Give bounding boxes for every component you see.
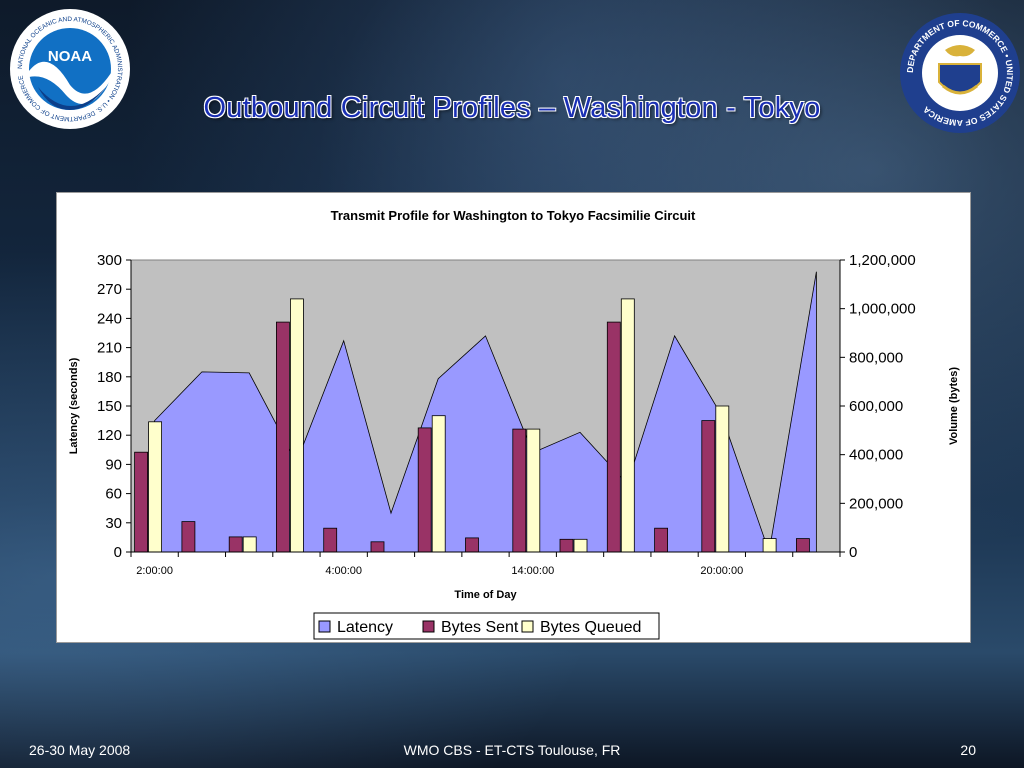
bar-layer (134, 298, 810, 553)
y-tick-label: 240 (97, 310, 122, 327)
bar-bytes-sent-10 (606, 321, 621, 553)
y-tick-label: 300 (97, 252, 122, 269)
y2-tick-label: 200,000 (849, 495, 903, 512)
axis-layer: 0 30 60 90 120 150 180 210 240 270 300 0 200,000 400,… (97, 252, 916, 577)
legend-box (313, 612, 660, 640)
x-tick-label: 4:00:00 (325, 565, 362, 577)
x-tick-label: 14:00:00 (511, 565, 554, 577)
bar-bytes-sent-6 (417, 427, 432, 553)
bar-bytes-queued-13 (762, 538, 777, 553)
bar-bytes-sent-0 (134, 451, 148, 553)
footer-date: 26-30 May 2008 (29, 742, 131, 758)
bar-bytes-sent-7 (465, 537, 479, 553)
bar-bytes-sent-4 (323, 527, 338, 553)
y-tick-label: 30 (105, 515, 122, 532)
noaa-logo-wordmark: NOAA (48, 48, 92, 65)
bar-bytes-queued-9 (573, 538, 588, 553)
bar-bytes-sent-9 (559, 538, 574, 553)
y2-tick-label: 600,000 (849, 398, 903, 415)
legend-swatch-bytes-sent (422, 620, 435, 633)
footer-page-number: 20 (960, 742, 976, 758)
legend-label-bytes-queued: Bytes Queued (540, 619, 641, 636)
latency-area (154, 271, 817, 553)
y2-tick-label: 1,200,000 (849, 252, 916, 269)
slide-title: Outbound Circuit Profiles – Washington -… (203, 92, 821, 124)
bar-bytes-queued-10 (620, 298, 635, 553)
y2-tick-label: 0 (849, 544, 857, 561)
y2-tick-label: 800,000 (849, 349, 903, 366)
commerce-seal-logo: DEPARTMENT OF COMMERCE • UNITED STATES O… (899, 12, 1021, 134)
chart-svg: Transmit Profile for Washington to Tokyo… (68, 208, 960, 640)
x-axis-label: Time of Day (454, 589, 517, 601)
y-tick-label: 180 (97, 369, 122, 386)
noaa-logo: NOAA NATIONAL OCEANIC AND ATMOSPHERIC AD… (8, 7, 132, 131)
bar-bytes-queued-3 (289, 298, 304, 553)
bar-bytes-sent-3 (275, 321, 290, 553)
y-tick-label: 150 (97, 398, 122, 415)
bar-bytes-queued-12 (715, 405, 730, 553)
bar-bytes-queued-2 (242, 536, 257, 553)
bar-bytes-sent-5 (370, 541, 385, 553)
x-tick-label: 2:00:00 (136, 565, 173, 577)
legend-label-latency: Latency (337, 619, 393, 636)
bar-bytes-queued-8 (526, 428, 541, 553)
y-axis-label: Latency (seconds) (68, 357, 80, 454)
bar-bytes-sent-2 (228, 536, 243, 553)
y-tick-label: 90 (105, 456, 122, 473)
bar-bytes-sent-11 (654, 527, 668, 553)
bar-bytes-sent-14 (796, 538, 810, 553)
y-tick-label: 270 (97, 281, 122, 298)
bar-bytes-queued-0 (148, 421, 162, 553)
y2-tick-label: 1,000,000 (849, 301, 916, 318)
bar-bytes-sent-12 (701, 420, 716, 553)
y-tick-label: 210 (97, 340, 122, 357)
chart-panel: Transmit Profile for Washington to Tokyo… (56, 192, 971, 643)
commerce-seal-icon: DEPARTMENT OF COMMERCE • UNITED STATES O… (900, 13, 1020, 133)
y-tick-label: 0 (114, 544, 122, 561)
noaa-logo-icon: NOAA NATIONAL OCEANIC AND ATMOSPHERIC AD… (10, 9, 130, 129)
y2-tick-label: 400,000 (849, 447, 903, 464)
chart-legend: Latency Bytes Sent Bytes Queued (313, 612, 660, 640)
footer-event: WMO CBS - ET-CTS Toulouse, FR (403, 742, 621, 758)
bar-bytes-queued-6 (431, 415, 446, 553)
x-tick-label: 20:00:00 (700, 565, 743, 577)
bar-bytes-sent-8 (512, 428, 527, 553)
bar-bytes-sent-1 (181, 521, 196, 553)
y-tick-label: 60 (105, 486, 122, 503)
legend-label-bytes-sent: Bytes Sent (441, 619, 519, 636)
chart-title: Transmit Profile for Washington to Tokyo… (331, 208, 696, 223)
legend-swatch-bytes-queued (521, 620, 534, 633)
area-layer (154, 271, 817, 553)
y2-axis-label: Volume (bytes) (948, 367, 960, 445)
legend-swatch-latency (318, 620, 331, 633)
y-tick-label: 120 (97, 427, 122, 444)
